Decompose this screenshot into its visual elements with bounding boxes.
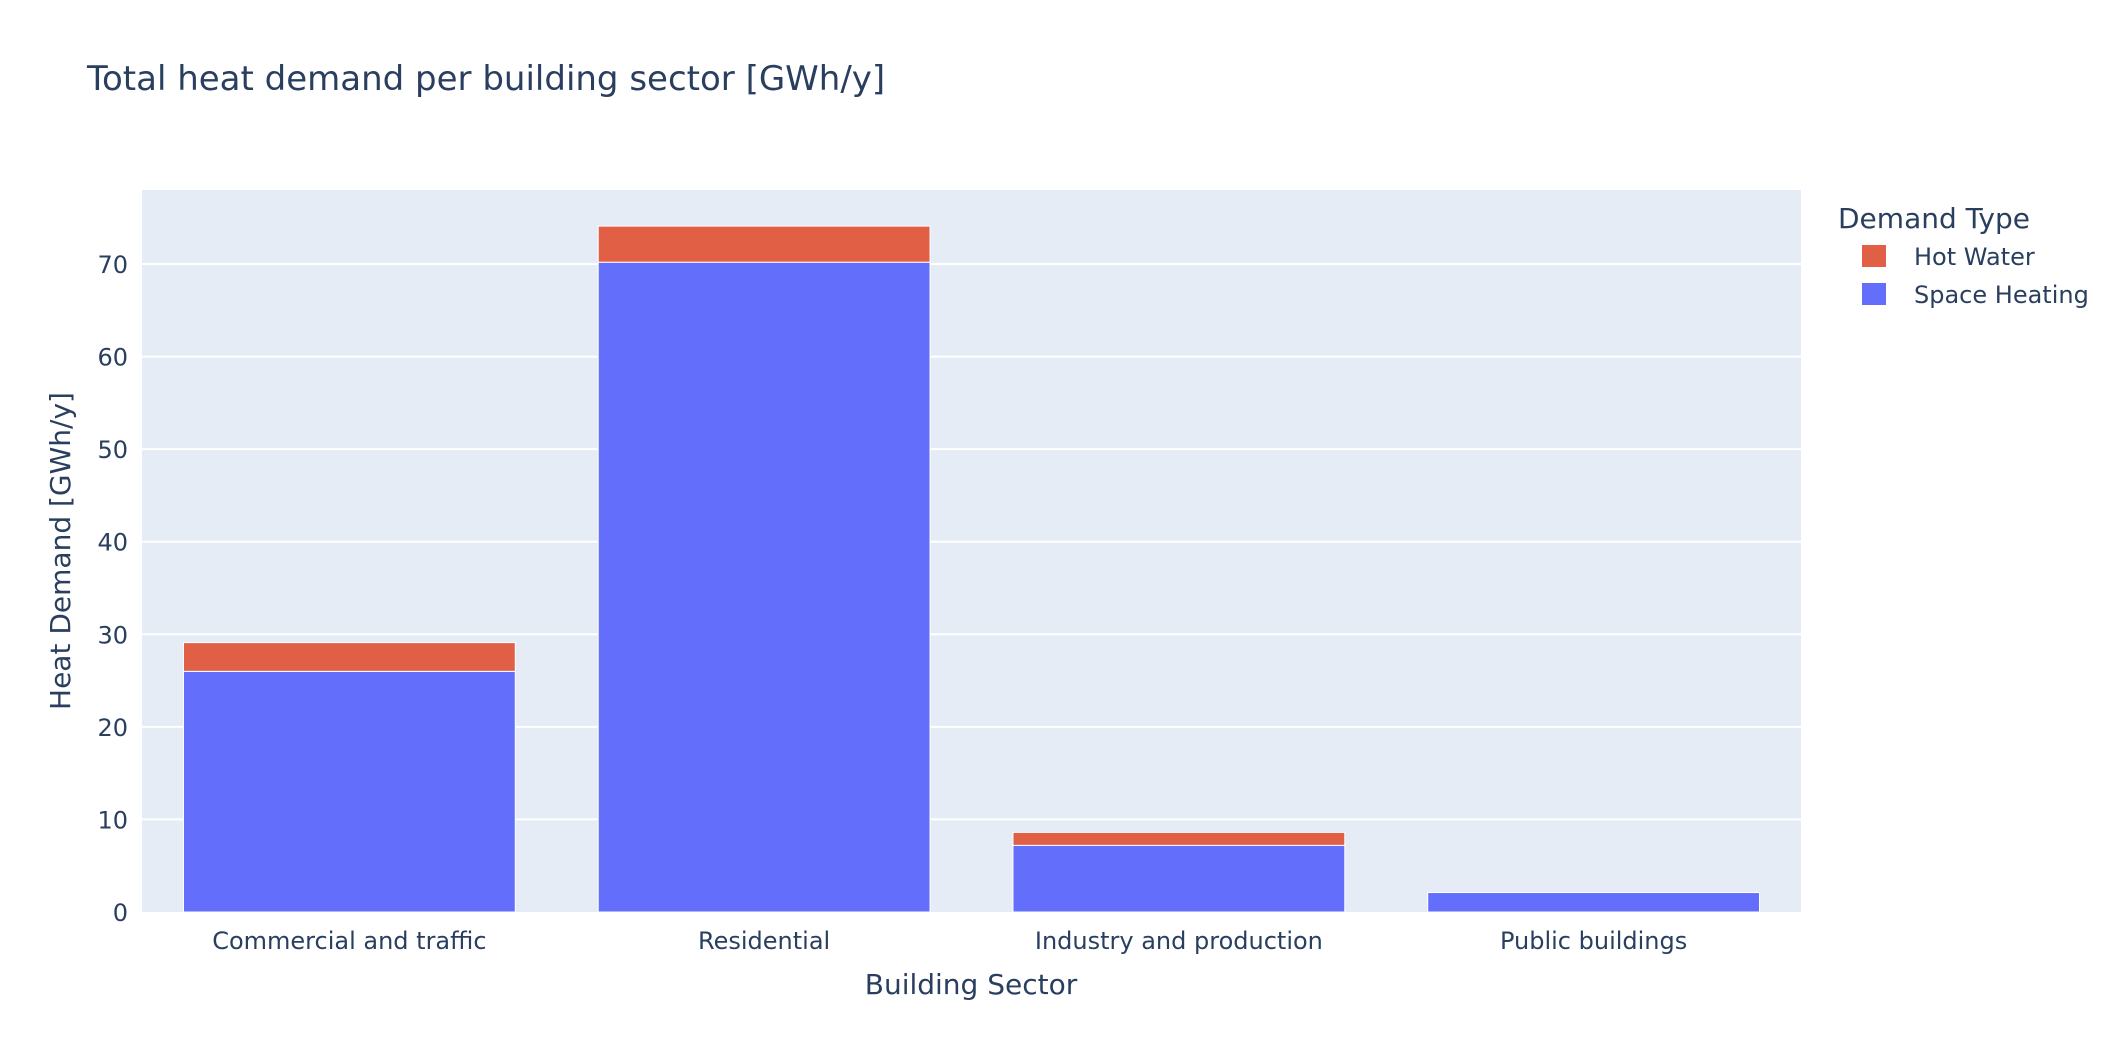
y-tick-label: 20 bbox=[97, 714, 128, 742]
legend-title: Demand Type bbox=[1838, 202, 2030, 235]
y-tick-label: 30 bbox=[97, 621, 128, 649]
bar-space-heating[interactable] bbox=[1427, 892, 1761, 913]
bar-space-heating[interactable] bbox=[597, 261, 931, 913]
legend-item-hot-water[interactable]: Hot Water bbox=[1862, 243, 2035, 271]
bar-space-heating[interactable] bbox=[182, 670, 516, 913]
y-axis-ticks: 0 10 20 30 40 50 60 70 bbox=[97, 251, 128, 927]
chart-title: Total heat demand per building sector [G… bbox=[86, 59, 885, 99]
x-axis-ticks: Commercial and traffic Residential Industr… bbox=[212, 927, 1687, 955]
legend-swatch bbox=[1862, 283, 1886, 305]
y-axis-title: Heat Demand [GWh/y] bbox=[44, 392, 77, 710]
legend-label: Space Heating bbox=[1914, 281, 2089, 309]
x-tick-label: Industry and production bbox=[1035, 927, 1323, 955]
x-tick-label: Commercial and traffic bbox=[212, 927, 486, 955]
bar-space-heating[interactable] bbox=[1012, 844, 1346, 913]
legend-label: Hot Water bbox=[1914, 243, 2035, 271]
bars[interactable] bbox=[182, 225, 1761, 913]
y-tick-label: 40 bbox=[97, 529, 128, 557]
bar-hot-water[interactable] bbox=[597, 225, 931, 263]
bar-hot-water[interactable] bbox=[1012, 831, 1346, 846]
x-tick-label: Residential bbox=[698, 927, 830, 955]
y-tick-label: 70 bbox=[97, 251, 128, 279]
legend-swatch bbox=[1862, 245, 1886, 267]
legend-item-space-heating[interactable]: Space Heating bbox=[1862, 281, 2089, 309]
x-axis-title: Building Sector bbox=[865, 968, 1078, 1001]
y-tick-label: 50 bbox=[97, 436, 128, 464]
y-tick-label: 0 bbox=[113, 899, 128, 927]
y-tick-label: 10 bbox=[97, 806, 128, 834]
legend: Demand Type Hot Water Space Heating bbox=[1838, 202, 2089, 309]
y-tick-label: 60 bbox=[97, 344, 128, 372]
legend-items: Hot Water Space Heating bbox=[1862, 243, 2089, 309]
bar-hot-water[interactable] bbox=[182, 642, 516, 672]
x-tick-label: Public buildings bbox=[1500, 927, 1687, 955]
